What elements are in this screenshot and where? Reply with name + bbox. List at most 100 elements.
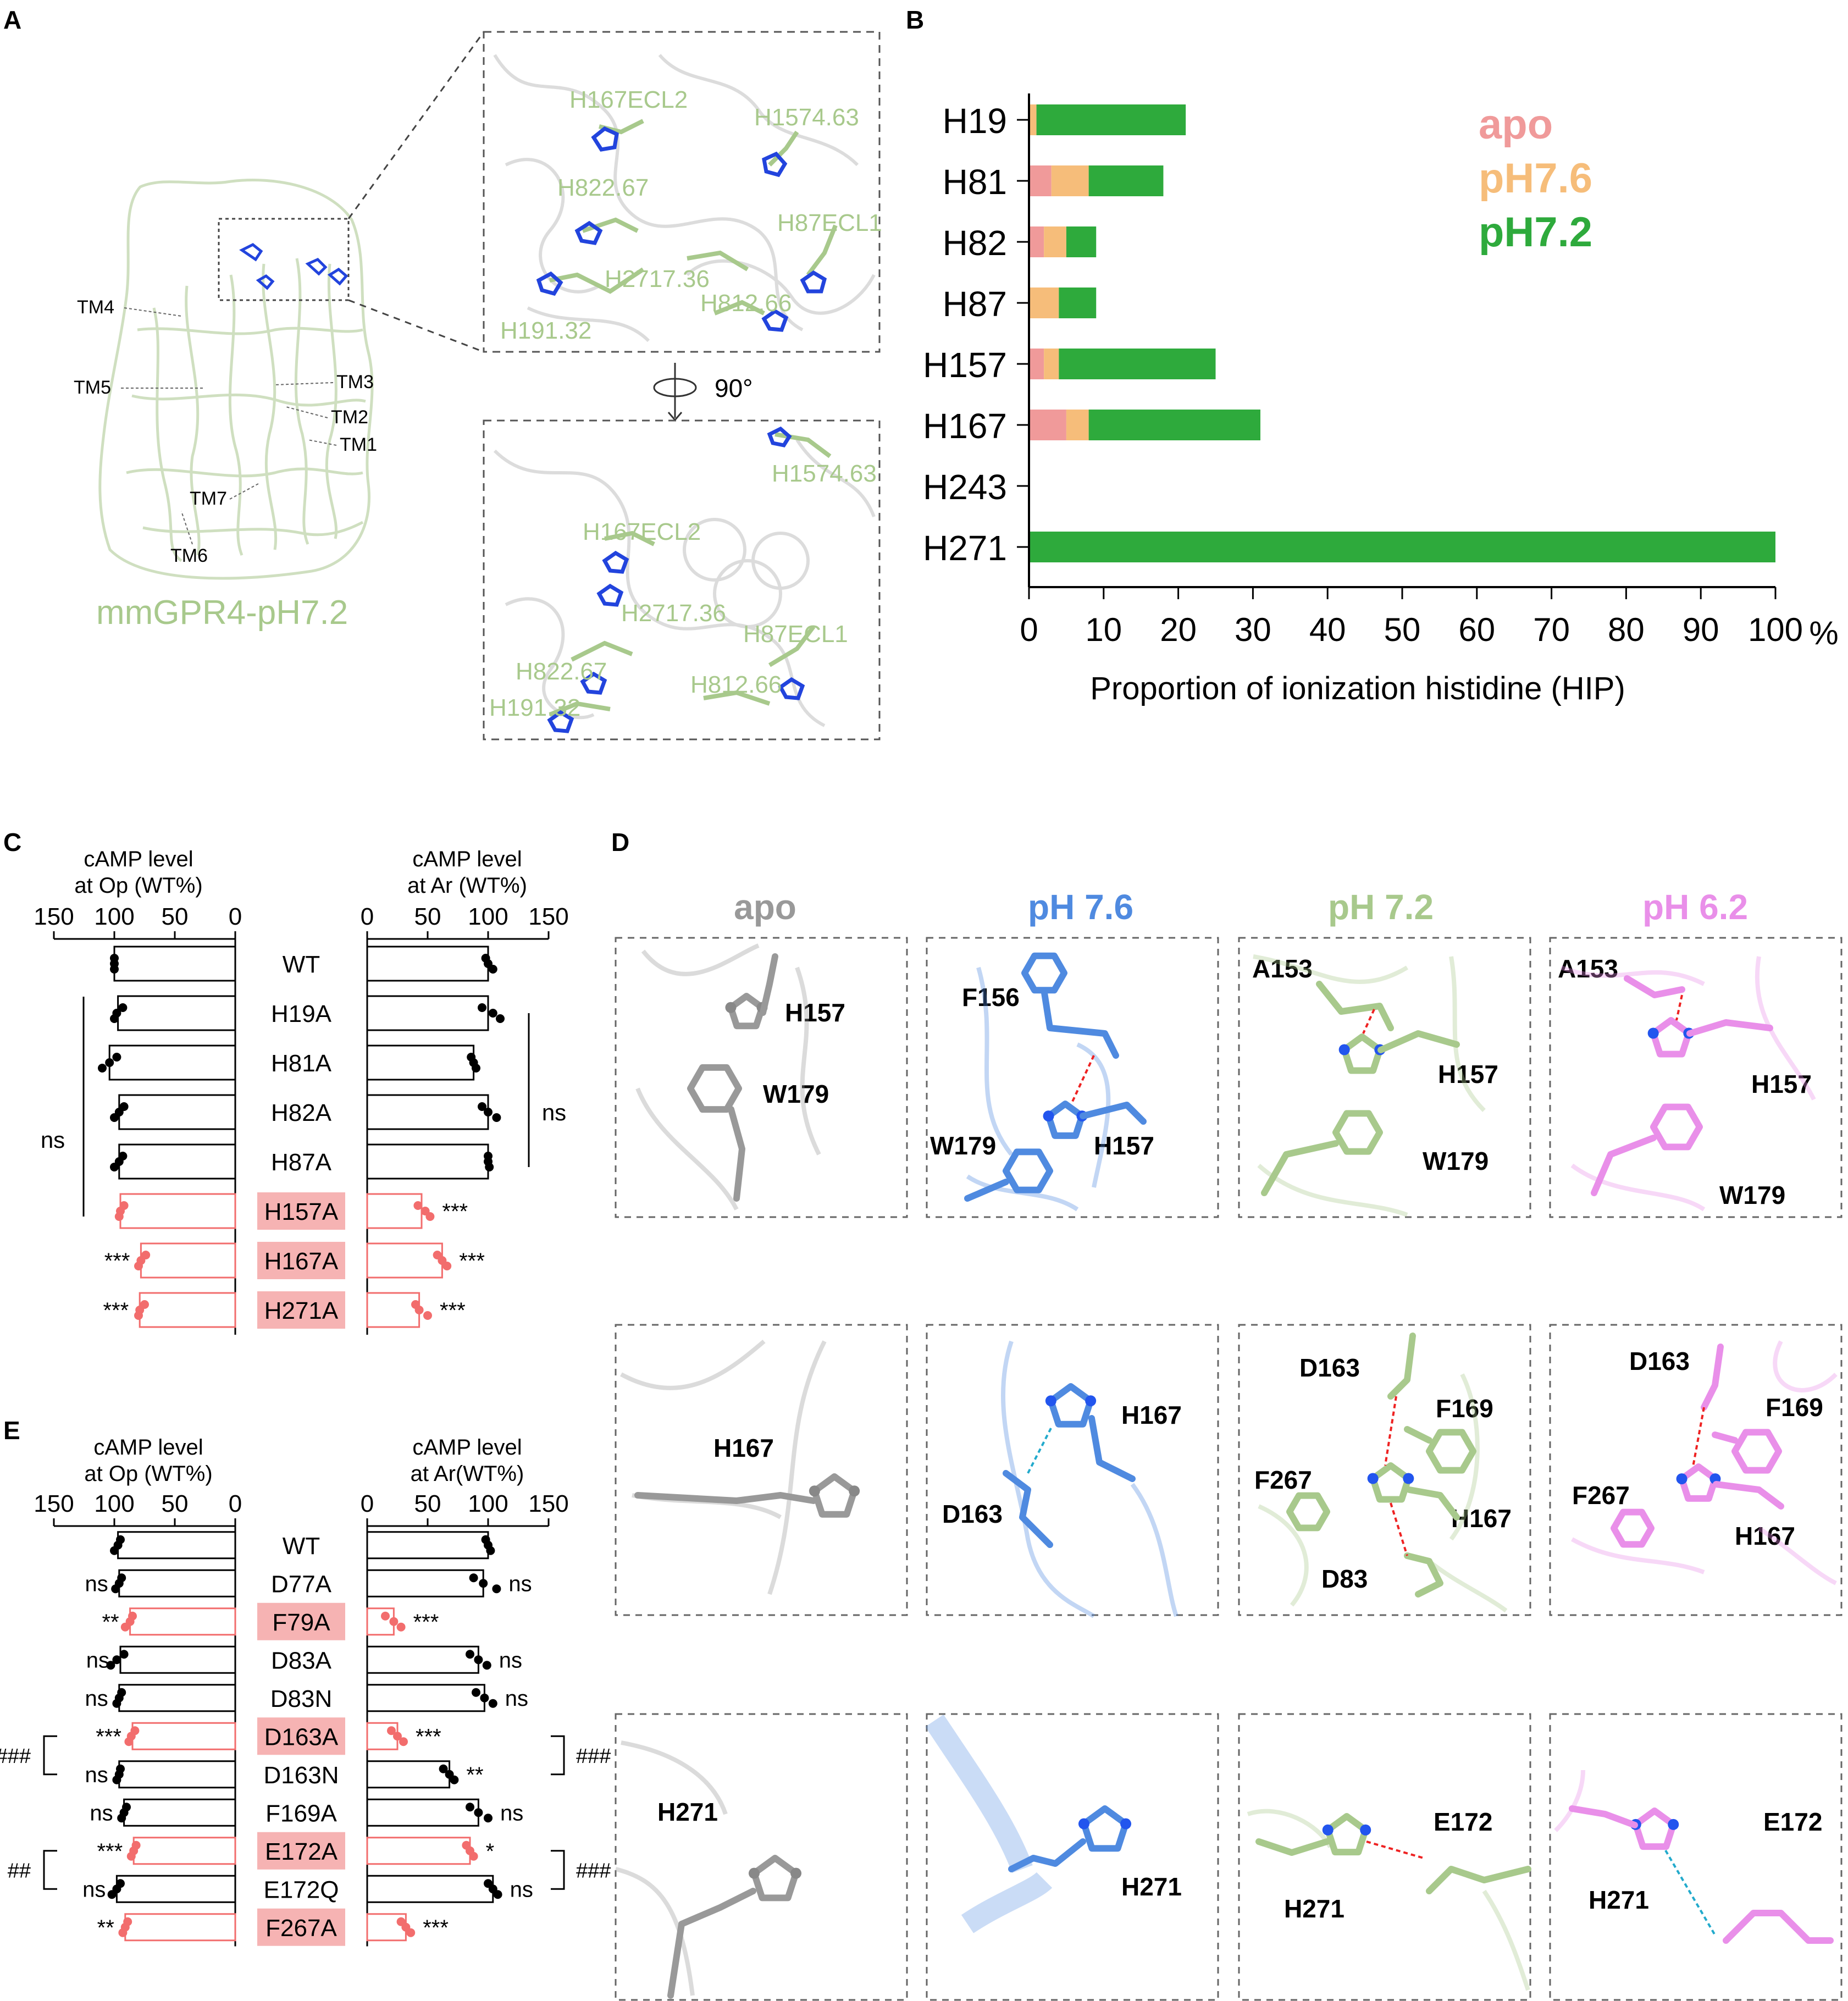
panel-label-a: A xyxy=(3,5,21,34)
d-box-r1-c2 xyxy=(926,937,1219,1218)
d-r1c1-h157-ring xyxy=(727,993,766,1030)
d-r3c1-h271-ring-n1 xyxy=(790,1867,802,1879)
right-dot-e172q-2 xyxy=(493,1890,502,1899)
cat-bg-f79a xyxy=(257,1602,345,1640)
right-dot-h82a-2 xyxy=(492,1113,501,1122)
bar-h82-2 xyxy=(1066,226,1097,257)
c-chart-ltick-label-0: 0 xyxy=(229,903,242,930)
tm7-label: TM7 xyxy=(190,488,227,509)
d-r1c1-w179-ring xyxy=(687,1064,742,1113)
d-r1c1-h157-stick xyxy=(760,953,778,1016)
cat-label-wt: WT xyxy=(283,1533,320,1560)
d-r2c4-hbond xyxy=(1692,1407,1705,1467)
zoom-top-label-h87: H87ECL1 xyxy=(777,209,882,236)
cat-label-f267a: F267A xyxy=(265,1915,337,1942)
cat-label-h271a: H271A xyxy=(264,1297,339,1324)
zoom-top-label-h167: H167ECL2 xyxy=(569,86,688,113)
zoom-top-sticks xyxy=(549,119,838,316)
chart-c-left-ns: ns xyxy=(41,1127,65,1153)
left-bar-d83a xyxy=(119,1645,236,1674)
left-dot-h167a-2 xyxy=(134,1262,143,1270)
d-r1c3-w179: W179 xyxy=(1423,1147,1489,1175)
zoom-top-label-h82: H822.67 xyxy=(557,174,649,201)
bar-h167-0 xyxy=(1029,410,1066,440)
d-box-r3-c3 xyxy=(1238,1713,1531,2001)
d-r3c2-h271-ring-n2 xyxy=(1078,1818,1089,1829)
histidine-sticks xyxy=(239,243,348,290)
cat-label-e172q: E172Q xyxy=(264,1876,339,1903)
d-r1c2-h157-stick xyxy=(1080,1102,1147,1125)
category-label-h243: H243 xyxy=(923,467,1007,507)
left-dot-h19a-0 xyxy=(118,1003,128,1012)
chart-b-legend: apo pH7.6 pH7.2 xyxy=(1479,101,1592,256)
left-dot-h271a-2 xyxy=(134,1311,143,1320)
left-sig-h271a: *** xyxy=(103,1298,129,1323)
zoom-panel-bottom xyxy=(483,419,881,740)
legend-ph76: pH7.6 xyxy=(1479,155,1592,202)
chart-c-right-label2: at Ar (WT%) xyxy=(407,874,527,898)
left-bar-h167a xyxy=(140,1242,236,1279)
right-dot-d83a-1 xyxy=(474,1655,483,1665)
d-r2c3-ribbon xyxy=(1258,1373,1508,1613)
d-r1c3-h157-ring-n2 xyxy=(1338,1044,1350,1055)
left-dot-d77a-2 xyxy=(111,1584,120,1594)
e-chart-ltick-label-0: 0 xyxy=(229,1490,242,1517)
d-r1c4-h157-stick xyxy=(1686,1019,1773,1037)
xtick-label-70: 70 xyxy=(1533,611,1570,648)
d-r3c4-h271-stick xyxy=(1569,1805,1638,1828)
tm4-label: TM4 xyxy=(77,297,114,318)
zoom-top-label-h81: H812.66 xyxy=(700,290,792,317)
cat-label-h87a: H87A xyxy=(271,1149,332,1176)
d-box-r3-c4 xyxy=(1549,1713,1843,2001)
right-dot-h19a-2 xyxy=(496,1014,505,1023)
right-bar-h19a xyxy=(366,995,489,1031)
d-r2c4-h167-stick xyxy=(1713,1481,1784,1510)
right-sig-h271a: *** xyxy=(440,1298,466,1323)
left-dot-h81a-1 xyxy=(105,1058,114,1067)
d-r3c3-e172-stick xyxy=(1426,1866,1531,1894)
zoom-top-label-h271: H2717.36 xyxy=(605,266,710,292)
chart-e-right-label1: cAMP level xyxy=(412,1435,522,1460)
panel-label-d: D xyxy=(611,828,629,856)
right-dot-d83n-2 xyxy=(488,1699,497,1708)
category-label-h19: H19 xyxy=(943,101,1007,141)
c-chart-rtick-label-50: 50 xyxy=(414,903,441,930)
d-r3c3-h271-ring-n1 xyxy=(1360,1824,1371,1836)
right-bar-h157a xyxy=(366,1193,423,1229)
xtick-label-40: 40 xyxy=(1309,611,1346,648)
tm1-label: TM1 xyxy=(340,434,377,455)
zoom-bottom-label-h19: H191.32 xyxy=(489,694,580,721)
cat-label-d163a: D163A xyxy=(264,1723,339,1750)
d-r1c1-w179: W179 xyxy=(763,1080,829,1108)
panel-label-e: E xyxy=(3,1416,20,1445)
tm6-label: TM6 xyxy=(170,545,208,566)
panel-b: B H19 H81 H82 H87 H157 H167 H243 H271 0 10 20 30 40… xyxy=(906,5,1839,706)
left-dot-h157a-2 xyxy=(114,1212,124,1221)
d-r1c3-hbond xyxy=(1362,1009,1375,1034)
d-r2c2-h167-stick xyxy=(1088,1415,1136,1482)
d-box-r2-c4 xyxy=(1549,1324,1843,1616)
d-r3c4-h271-ring-n1 xyxy=(1668,1818,1679,1830)
d-r1c1-w179-stick xyxy=(728,1106,745,1202)
left-sig-d77a: ns xyxy=(85,1572,108,1596)
cat-label-h82a: H82A xyxy=(271,1099,332,1126)
zoom-bottom-label-h167: H167ECL2 xyxy=(583,518,701,545)
chart-b-categories: H19 H81 H82 H87 H157 H167 H243 H271 xyxy=(923,101,1007,568)
right-dot-h157a-0 xyxy=(413,1201,423,1210)
zoom-top-label-h19: H191.32 xyxy=(500,317,591,344)
d-r2c4-f169: F169 xyxy=(1766,1393,1823,1422)
right-dot-f267a-2 xyxy=(406,1928,416,1937)
legend-apo: apo xyxy=(1479,101,1553,148)
right-dot-f79a-0 xyxy=(381,1611,390,1621)
d-r1c3-h157-ring xyxy=(1341,1033,1384,1074)
d-r1c1-h157-ring-n2 xyxy=(725,1002,737,1013)
left-sig-e172q: ns xyxy=(82,1877,106,1901)
right-bar-h87a xyxy=(366,1143,489,1180)
c-chart-rtick-label-150: 150 xyxy=(528,903,568,930)
d-r1c3-w179-stick xyxy=(1261,1140,1339,1196)
cat-bg-h157a xyxy=(257,1192,345,1230)
right-dot-h271a-2 xyxy=(423,1311,432,1320)
d-r3c4-ribbon xyxy=(1554,1770,1585,1832)
rotation-label: 90° xyxy=(715,374,753,402)
d-r1c4-w179-ring xyxy=(1650,1103,1703,1151)
